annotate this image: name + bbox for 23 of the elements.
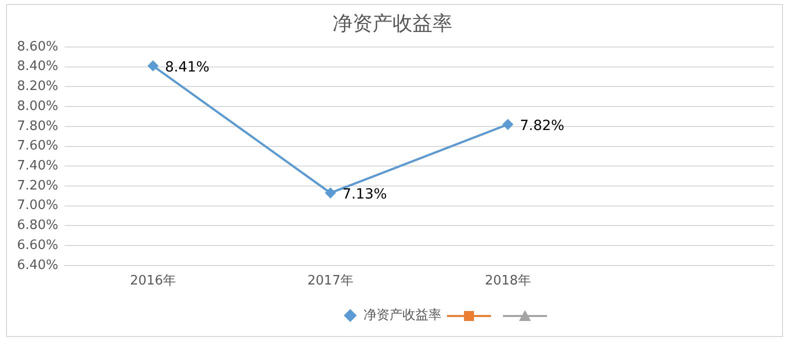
y-tick-label: 8.40%: [16, 59, 58, 74]
y-tick-label: 8.00%: [16, 98, 58, 114]
x-tick-label: 2016年: [130, 274, 176, 289]
y-tick-label: 8.20%: [16, 79, 58, 94]
data-label: 8.41%: [165, 60, 210, 76]
y-tick-label: 6.40%: [16, 258, 58, 273]
y-tick-label: 7.60%: [16, 138, 58, 154]
point: [325, 188, 336, 198]
point: [148, 60, 158, 71]
y-tick-label: 6.80%: [16, 218, 58, 234]
y-tick-label: 7.20%: [16, 178, 58, 194]
y-tick-label: 8.60%: [16, 39, 58, 54]
y-tick-label: 7.40%: [16, 158, 58, 174]
data-label: 7.13%: [342, 186, 387, 203]
data-label: 7.82%: [520, 118, 564, 134]
chart-title: 净资产收益率: [332, 11, 452, 36]
y-tick-label: 7.80%: [16, 118, 58, 134]
legend-label: 净资产收益率: [363, 306, 442, 323]
y-tick-label: 6.60%: [16, 238, 58, 253]
x-tick-label: 2018年: [484, 274, 531, 289]
y-tick-label: 7.00%: [16, 198, 58, 214]
point: [502, 119, 513, 130]
x-tick-label: 2017年: [307, 274, 354, 289]
